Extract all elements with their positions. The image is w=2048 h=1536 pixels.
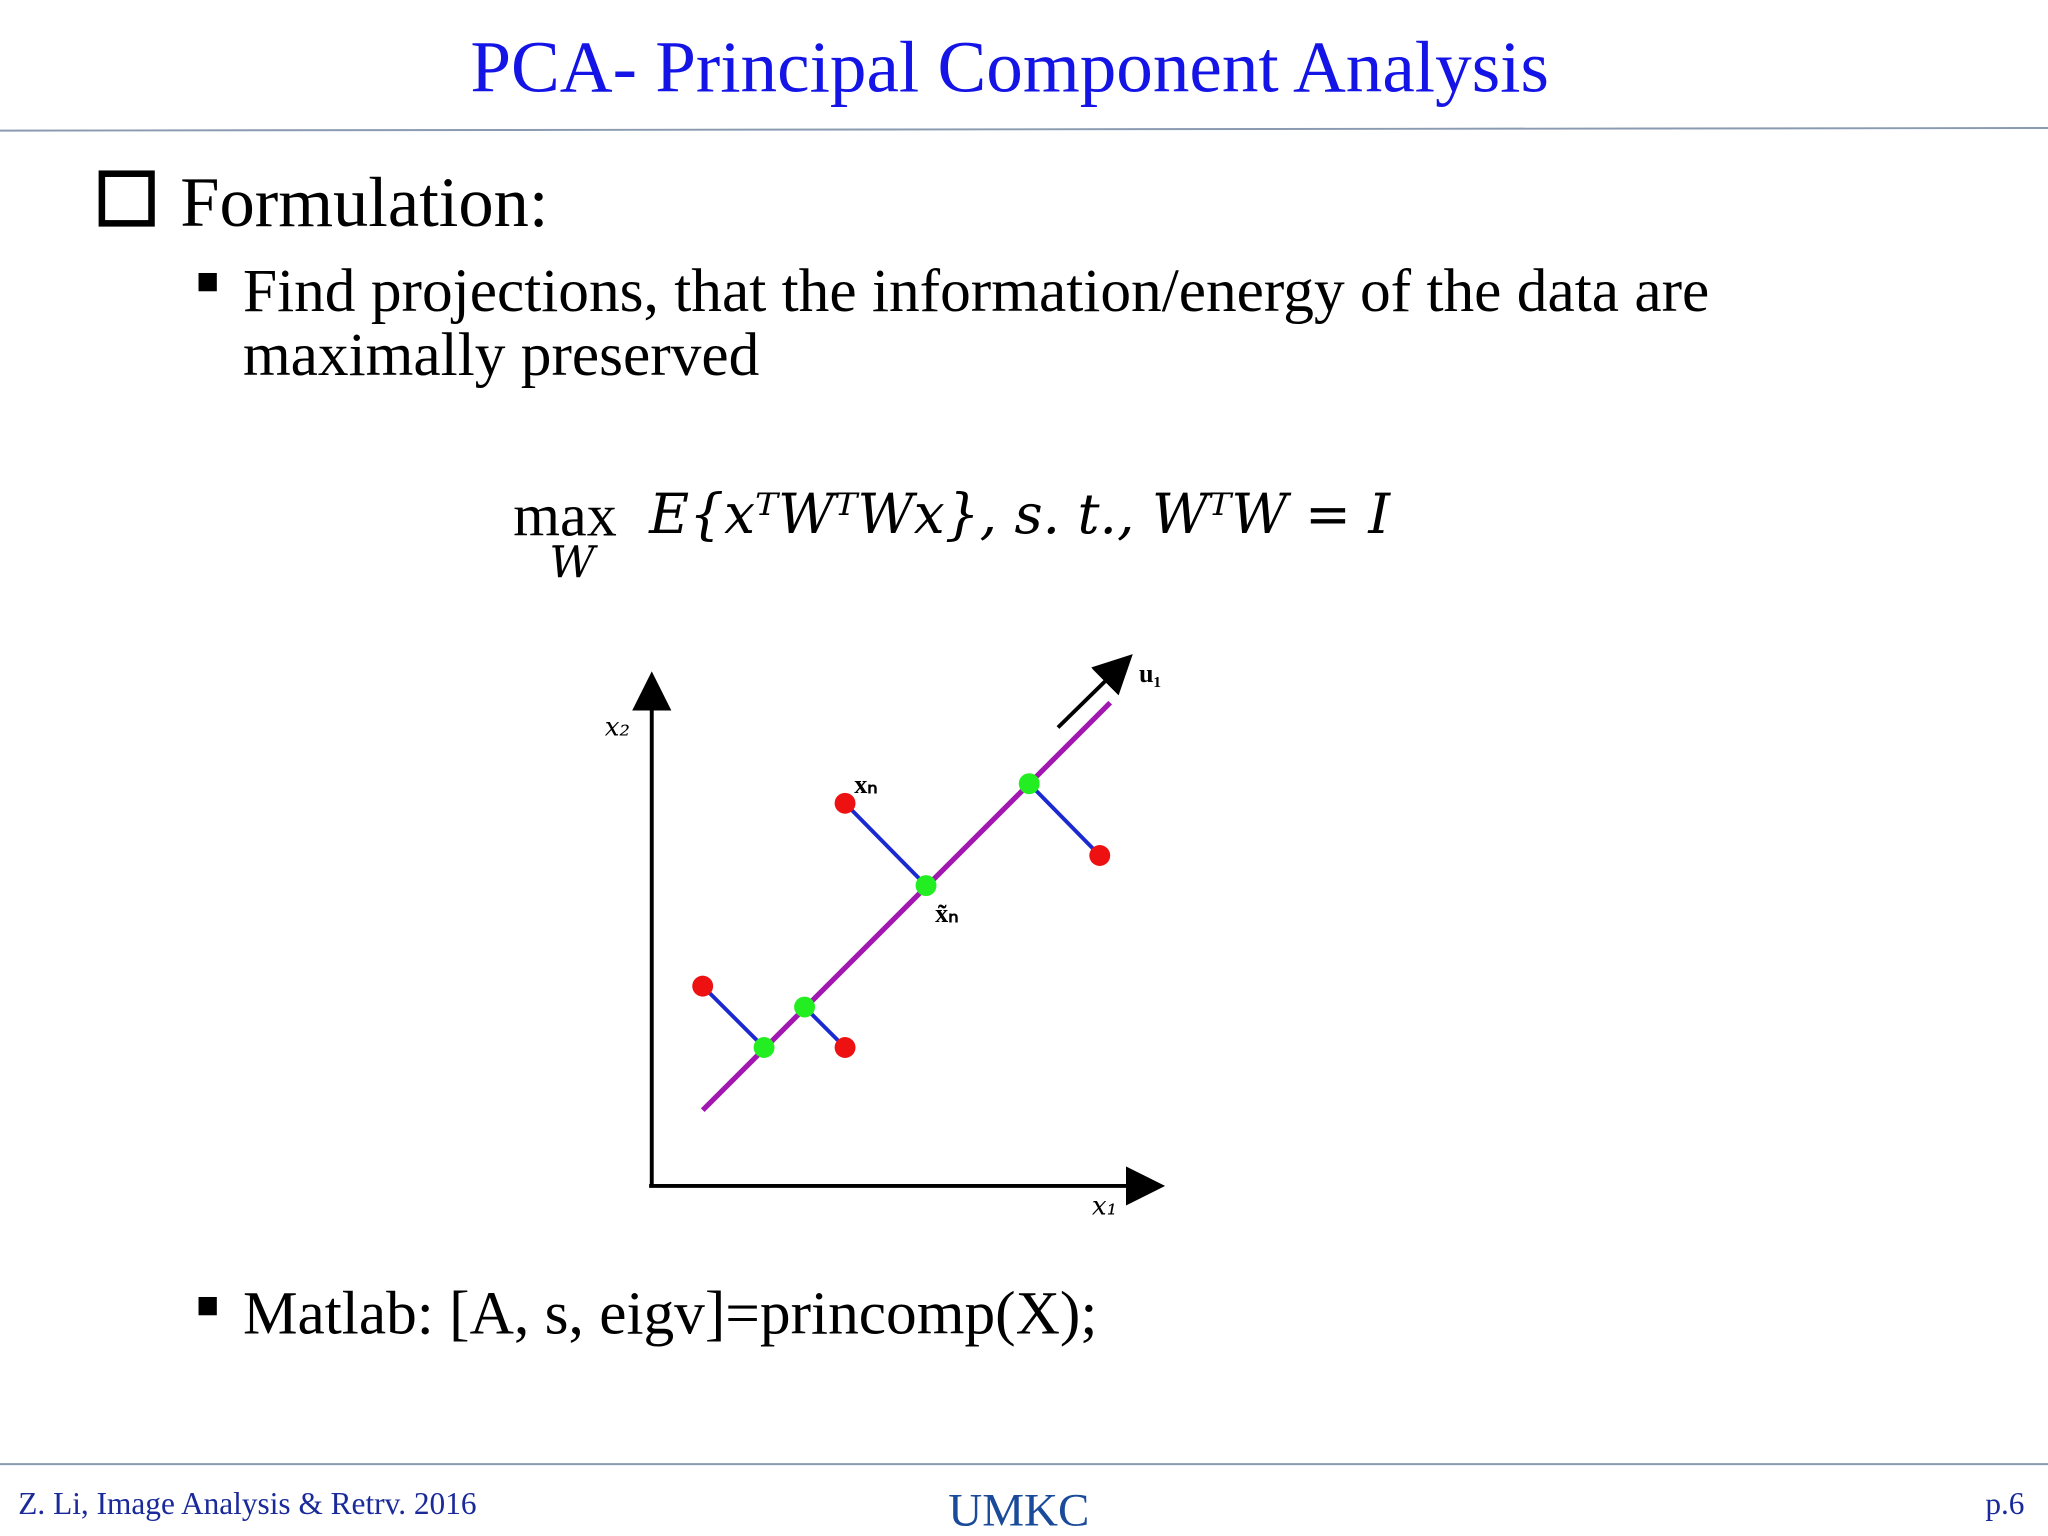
bullet-text: maximally preserved [243,321,759,389]
formula-expression: E{xᵀWᵀWx}, s. t., WᵀW = I [648,482,1391,546]
page-number: p.6 [1985,1486,2024,1521]
projected-points [753,773,1040,1058]
bullet-text: Matlab: [A, s, eigv]=princomp(X); [243,1280,1097,1348]
square-bullet [198,272,217,292]
title: PCA- Principal Component Analysis [470,26,1549,107]
checkbox-bullet [98,170,155,227]
bullet-text: Find projections, that the information/e… [243,257,1709,325]
point-label: x̃ₙ [935,899,958,928]
header-rule [0,127,2048,132]
data-points [692,792,1111,1058]
vector-label: u₁ [1139,659,1161,688]
logo: UMKC [948,1485,1089,1536]
direction-arrow [1056,654,1133,729]
point-label: xₙ [854,770,877,799]
square-bullet [198,1296,217,1316]
axis-label: x₁ [1092,1192,1117,1222]
axis-label: x₂ [605,712,630,742]
pca-figure: x₂ x₁ u₁ xₙ x̃ₙ [605,654,1166,1222]
footer-text: Z. Li, Image Analysis & Retrv. 2016 [18,1486,476,1521]
formula-subscript: W [549,537,598,588]
heading: Formulation: [180,164,548,242]
projection-lines [701,782,1102,1049]
formula-operator: max [513,482,616,549]
